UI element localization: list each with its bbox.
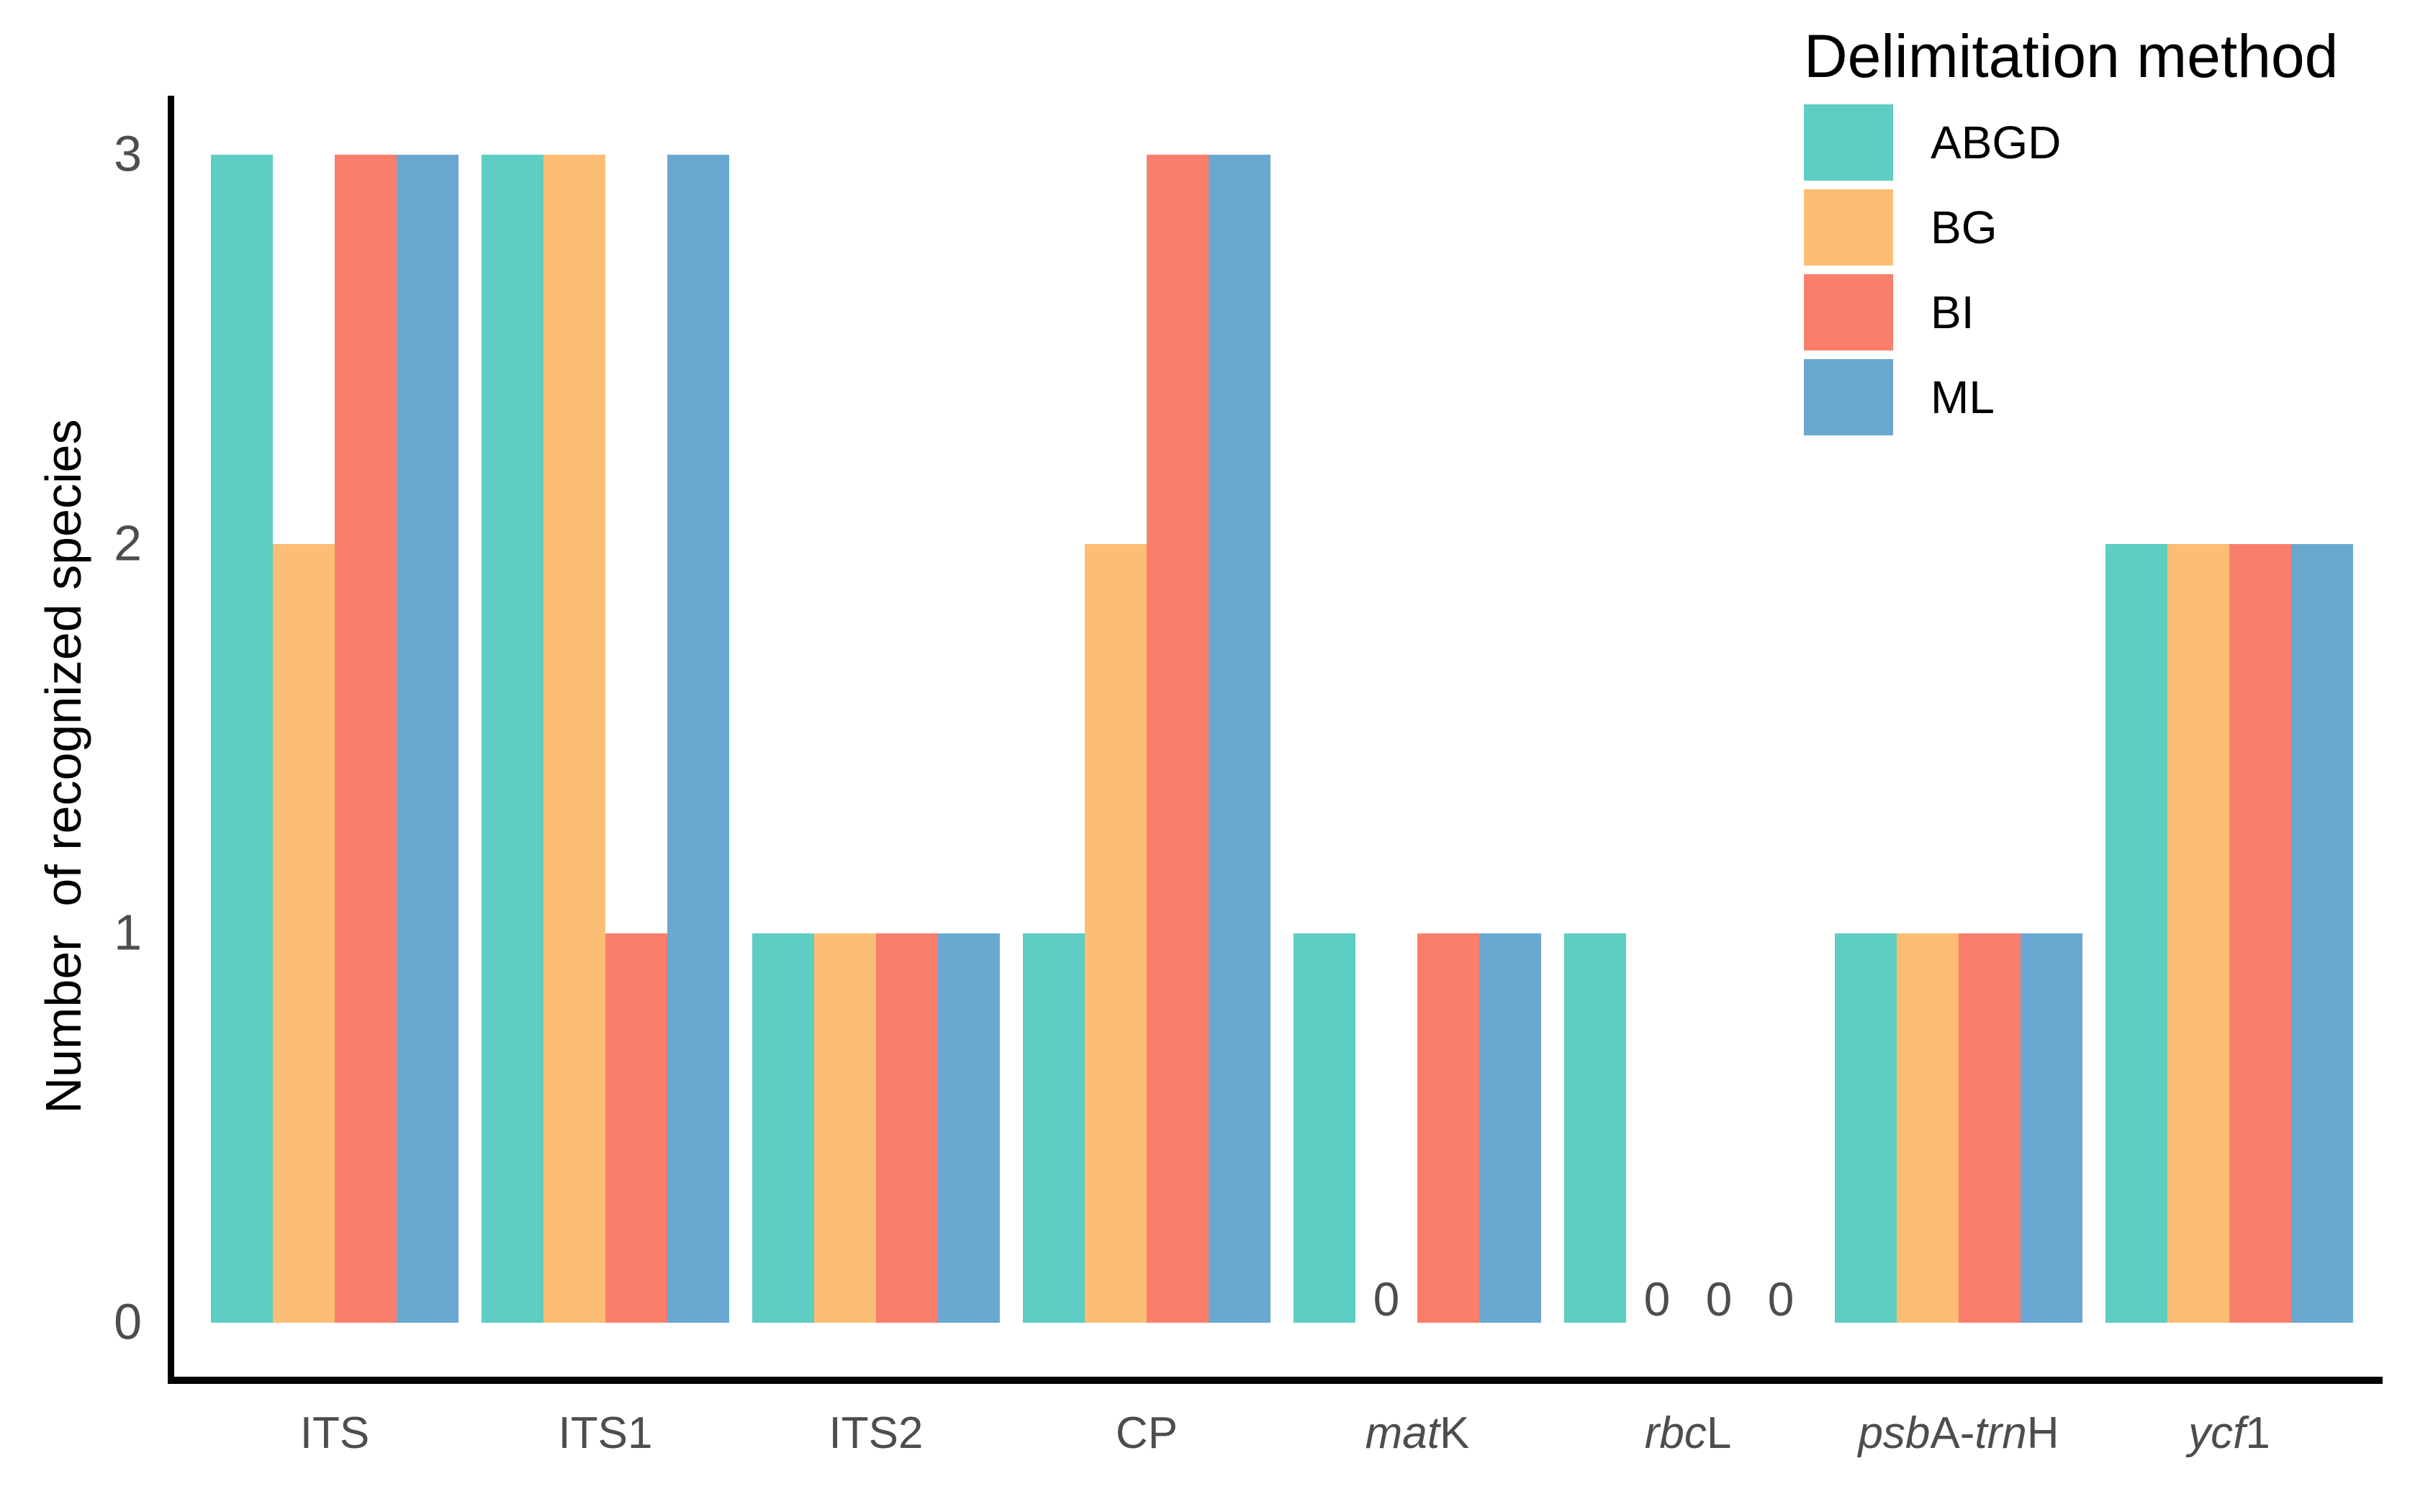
bar-rbcL-ABGD bbox=[1564, 933, 1626, 1323]
legend-swatch-ABGD bbox=[1804, 104, 1893, 181]
x-tick-label-psbA-trnH: psbA-trnH bbox=[1800, 1408, 2117, 1459]
bar-ITS-ABGD bbox=[211, 155, 273, 1323]
x-tick-label-ycf1: ycf1 bbox=[2071, 1408, 2388, 1459]
legend-title: Delimitation method bbox=[1804, 22, 2339, 90]
bar-CP-ML bbox=[1209, 155, 1270, 1323]
bar-ITS-BI bbox=[335, 155, 397, 1323]
bar-psbA-trnH-ML bbox=[2021, 933, 2082, 1323]
x-tick-label-ITS1: ITS1 bbox=[447, 1408, 764, 1459]
legend-swatch-BG bbox=[1804, 189, 1893, 266]
x-tick-label-segment: A- bbox=[1930, 1408, 1975, 1458]
legend-label-ML: ML bbox=[1931, 371, 1995, 423]
x-tick-label-segment: trn bbox=[1974, 1408, 2027, 1458]
legend-entry-BG: BG bbox=[1804, 189, 2338, 266]
bar-psbA-trnH-BI bbox=[1959, 933, 2021, 1323]
bar-CP-BG bbox=[1085, 544, 1147, 1323]
bar-ITS1-BG bbox=[543, 155, 605, 1323]
y-tick-label-1: 1 bbox=[114, 904, 142, 961]
bar-ITS1-BI bbox=[605, 933, 667, 1323]
bar-CP-BI bbox=[1147, 155, 1209, 1323]
bar-ITS-BG bbox=[273, 544, 335, 1323]
bar-ITS2-ABGD bbox=[752, 933, 814, 1323]
bar-CP-ABGD bbox=[1023, 933, 1085, 1323]
legend-entries: ABGD BG BI ML bbox=[1804, 104, 2338, 435]
y-axis-line bbox=[168, 96, 174, 1384]
legend-label-BI: BI bbox=[1931, 286, 1974, 338]
x-tick-label-segment: ITS1 bbox=[558, 1408, 653, 1458]
bar-ycf1-ABGD bbox=[2105, 544, 2167, 1323]
legend-entry-BI: BI bbox=[1804, 273, 2338, 350]
bar-ycf1-BG bbox=[2167, 544, 2229, 1323]
x-tick-label-segment: ycf bbox=[2188, 1408, 2246, 1458]
bar-ITS2-BI bbox=[876, 933, 938, 1323]
bar-ITS2-BG bbox=[814, 933, 876, 1323]
legend: Delimitation method ABGD BG BI ML bbox=[1804, 22, 2338, 444]
bar-matK-ABGD bbox=[1294, 933, 1355, 1323]
legend-entry-ABGD: ABGD bbox=[1804, 104, 2338, 181]
x-tick-label-segment: ITS2 bbox=[829, 1408, 924, 1458]
y-tick-label-2: 2 bbox=[114, 515, 142, 571]
x-tick-label-segment: psb bbox=[1858, 1408, 1931, 1458]
x-tick-label-CP: CP bbox=[988, 1408, 1305, 1459]
x-tick-label-ITS: ITS bbox=[176, 1408, 493, 1459]
legend-swatch-ML bbox=[1804, 358, 1893, 435]
zero-value-label-rbcL-ML: 0 bbox=[1767, 1272, 1795, 1326]
legend-swatch-BI bbox=[1804, 273, 1893, 350]
x-tick-label-segment: L bbox=[1706, 1408, 1732, 1458]
bar-ITS2-ML bbox=[938, 933, 1000, 1323]
bar-ycf1-BI bbox=[2229, 544, 2291, 1323]
legend-label-BG: BG bbox=[1931, 201, 1998, 253]
x-tick-label-segment: K bbox=[1440, 1408, 1470, 1458]
legend-label-ABGD: ABGD bbox=[1931, 116, 2062, 168]
x-tick-label-segment: rbc bbox=[1644, 1408, 1707, 1458]
x-tick-label-segment: ITS bbox=[299, 1408, 370, 1458]
x-tick-label-ITS2: ITS2 bbox=[718, 1408, 1034, 1459]
legend-entry-ML: ML bbox=[1804, 358, 2338, 435]
zero-value-label-rbcL-BG: 0 bbox=[1643, 1272, 1671, 1326]
x-tick-label-segment: 1 bbox=[2245, 1408, 2270, 1458]
x-tick-label-rbcL: rbcL bbox=[1530, 1408, 1846, 1459]
bar-ycf1-ML bbox=[2291, 544, 2353, 1323]
bar-matK-ML bbox=[1479, 933, 1541, 1323]
x-axis-line bbox=[168, 1377, 2383, 1384]
y-tick-label-3: 3 bbox=[114, 125, 142, 182]
bar-ITS-ML bbox=[397, 155, 459, 1323]
bar-psbA-trnH-BG bbox=[1897, 933, 1959, 1323]
bar-ITS1-ABGD bbox=[482, 155, 543, 1323]
bar-ITS1-ML bbox=[667, 155, 729, 1323]
bar-psbA-trnH-ABGD bbox=[1835, 933, 1897, 1323]
bar-matK-BI bbox=[1417, 933, 1479, 1323]
zero-value-label-rbcL-BI: 0 bbox=[1705, 1272, 1733, 1326]
y-tick-label-0: 0 bbox=[114, 1293, 142, 1350]
zero-value-label-matK-BG: 0 bbox=[1373, 1272, 1400, 1326]
x-tick-label-segment: mat bbox=[1365, 1408, 1440, 1458]
x-tick-label-segment: CP bbox=[1115, 1408, 1178, 1458]
x-tick-label-matK: matK bbox=[1259, 1408, 1576, 1459]
x-tick-label-segment: H bbox=[2026, 1408, 2059, 1458]
